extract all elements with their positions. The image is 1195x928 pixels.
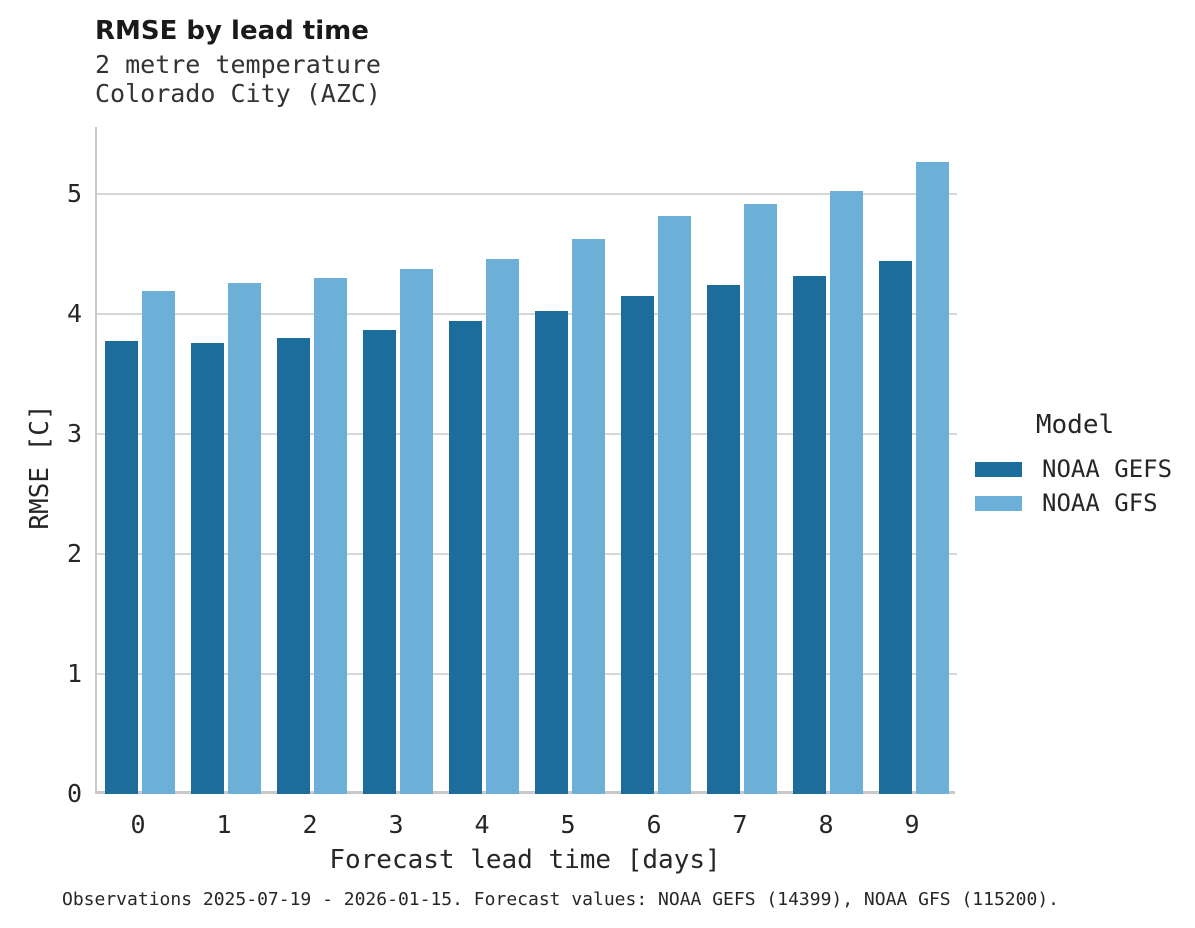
footer-caption: Observations 2025-07-19 - 2026-01-15. Fo… [62, 889, 1059, 910]
bar-noaa-gfs-day-2 [314, 278, 347, 794]
x-axis-label: Forecast lead time [days] [329, 845, 721, 875]
bar-noaa-gefs-day-2 [277, 338, 310, 794]
bar-noaa-gfs-day-9 [916, 161, 949, 794]
plot-area [95, 127, 957, 794]
y-tick-label-5: 5 [66, 179, 82, 209]
y-tick-label-1: 1 [66, 659, 82, 689]
x-tick-label-8: 8 [818, 810, 834, 839]
chart-subtitle-line-1: 2 metre temperature [95, 50, 381, 79]
bar-noaa-gefs-day-9 [879, 261, 912, 794]
legend-entry-noaa-gefs: NOAA GEFS [975, 452, 1175, 486]
x-tick-label-4: 4 [474, 810, 490, 839]
bar-noaa-gfs-day-6 [658, 215, 691, 794]
bar-noaa-gfs-day-1 [228, 282, 261, 794]
legend-swatch-noaa-gfs [975, 495, 1022, 511]
bar-noaa-gfs-day-0 [142, 291, 175, 794]
bar-noaa-gfs-day-3 [400, 268, 433, 794]
legend-label-noaa-gfs: NOAA GFS [1042, 489, 1158, 517]
y-tick-label-3: 3 [66, 419, 82, 449]
bar-noaa-gefs-day-3 [363, 329, 396, 794]
gridline-y-4 [97, 313, 957, 316]
y-tick-label-4: 4 [66, 299, 82, 329]
bar-noaa-gefs-day-6 [621, 296, 654, 794]
bar-noaa-gefs-day-8 [793, 275, 826, 794]
x-tick-label-6: 6 [646, 810, 662, 839]
x-tick-label-0: 0 [130, 810, 146, 839]
bar-noaa-gfs-day-5 [572, 238, 605, 794]
bar-noaa-gefs-day-1 [191, 342, 224, 794]
legend-title: Model [1035, 410, 1115, 440]
legend-swatch-noaa-gefs [975, 461, 1022, 477]
legend-entry-noaa-gfs: NOAA GFS [975, 486, 1175, 520]
bar-noaa-gefs-day-5 [535, 310, 568, 794]
y-tick-label-0: 0 [66, 779, 82, 808]
bar-noaa-gefs-day-4 [449, 321, 482, 794]
bar-noaa-gfs-day-8 [830, 190, 863, 794]
x-tick-label-1: 1 [216, 810, 232, 839]
x-tick-label-3: 3 [388, 810, 404, 839]
chart-subtitle-line-2: Colorado City (AZC) [95, 79, 381, 108]
x-tick-label-2: 2 [302, 810, 318, 839]
gridline-y-5 [97, 193, 957, 196]
bar-noaa-gefs-day-0 [105, 340, 138, 794]
chart-title: RMSE by lead time [95, 16, 369, 46]
y-tick-label-2: 2 [66, 539, 82, 569]
bar-noaa-gefs-day-7 [707, 285, 740, 794]
gridline-y-1 [97, 673, 957, 676]
gridline-y-2 [97, 553, 957, 556]
x-tick-label-9: 9 [904, 810, 920, 839]
legend: Model NOAA GEFS NOAA GFS [975, 410, 1175, 520]
bar-noaa-gfs-day-4 [486, 258, 519, 794]
bar-noaa-gfs-day-7 [744, 203, 777, 794]
gridline-y-3 [97, 433, 957, 436]
x-tick-label-7: 7 [732, 810, 748, 839]
x-tick-label-5: 5 [560, 810, 576, 839]
legend-label-noaa-gefs: NOAA GEFS [1042, 455, 1173, 483]
